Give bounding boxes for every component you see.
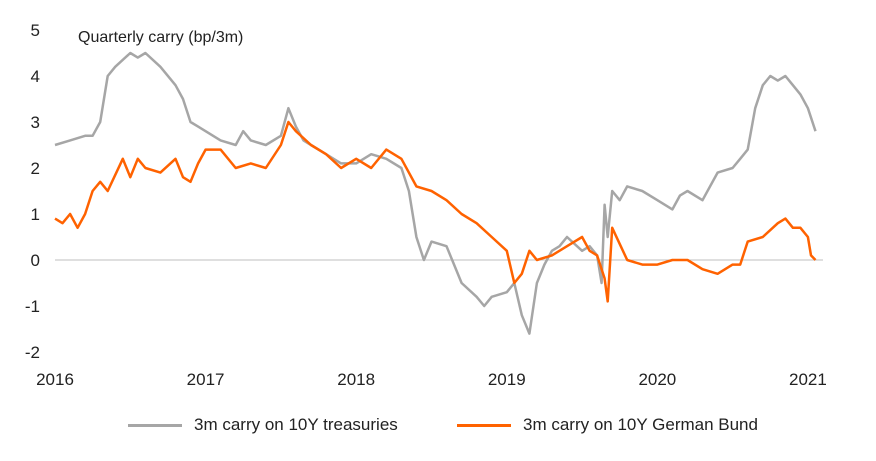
legend-label-bund: 3m carry on 10Y German Bund [523,415,758,434]
series-line-bund [54,120,817,303]
y-tick-label: 1 [31,205,40,224]
x-tick-labels: 2016 2017 2018 2019 2020 2021 [36,370,827,389]
series-lines [54,51,817,335]
legend-item-treasuries: 3m carry on 10Y treasuries [128,415,398,435]
legend-label-treasuries: 3m carry on 10Y treasuries [194,415,398,434]
series-line-treasuries [54,51,817,335]
y-tick-label: -2 [25,343,40,362]
legend-item-bund: 3m carry on 10Y German Bund [457,415,758,435]
y-tick-label: 5 [31,21,40,40]
x-tick-label: 2020 [638,370,676,389]
x-tick-label: 2016 [36,370,74,389]
legend: 3m carry on 10Y treasuries 3m carry on 1… [0,412,876,442]
x-tick-label: 2017 [187,370,225,389]
y-tick-label: -1 [25,297,40,316]
x-tick-label: 2018 [337,370,375,389]
legend-swatch-bund [457,423,511,427]
y-tick-label: 0 [31,251,40,270]
y-tick-label: 4 [31,67,40,86]
y-tick-label: 2 [31,159,40,178]
y-axis-label: Quarterly carry (bp/3m) [78,29,243,46]
y-tick-label: 3 [31,113,40,132]
legend-swatch-treasuries [128,423,182,427]
y-tick-labels: 5 4 3 2 1 0 -1 -2 [25,21,40,362]
x-tick-label: 2019 [488,370,526,389]
x-tick-label: 2021 [789,370,827,389]
